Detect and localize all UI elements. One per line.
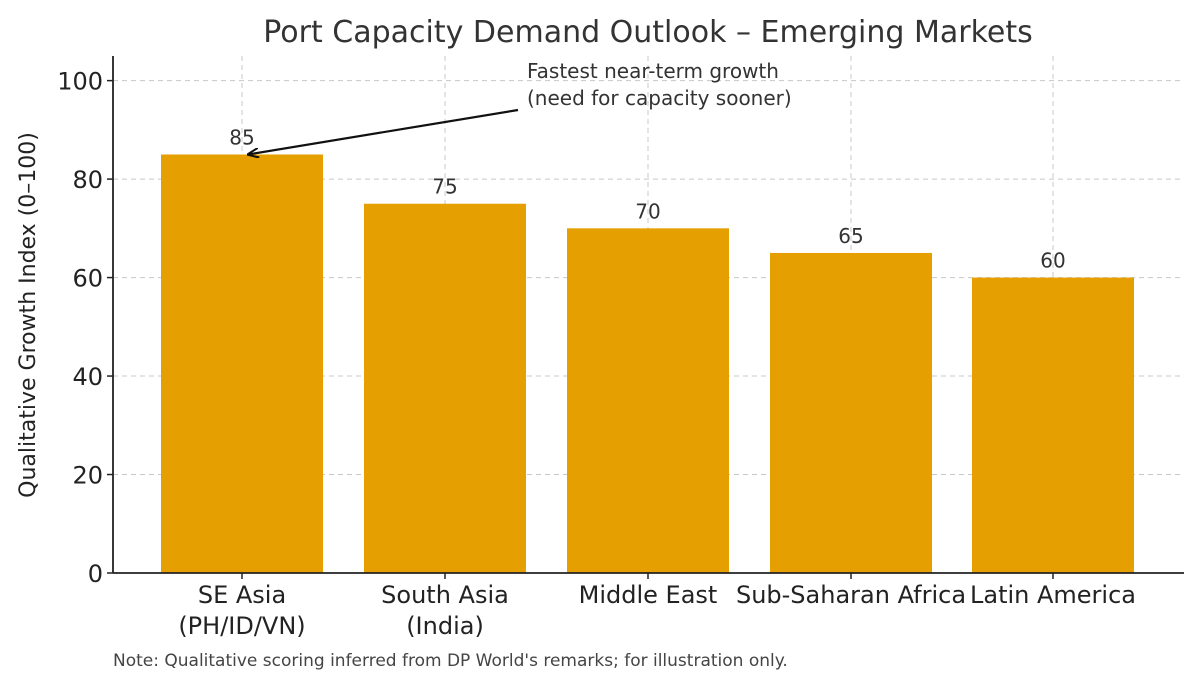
- labels-layer: 0 20 40 60 80 100 85 SE Asia (PH/ID/VN) 75 South A…: [57, 68, 1136, 640]
- x-tick-label: (India): [406, 612, 484, 640]
- bar: [364, 203, 526, 573]
- annotation-layer: Fastest near-term growth (need for capaci…: [248, 59, 792, 154]
- chart-note: Note: Qualitative scoring inferred from …: [113, 651, 788, 671]
- x-tick-label: (PH/ID/VN): [178, 612, 305, 640]
- y-axis-label: Qualitative Growth Index (0–100): [16, 132, 41, 498]
- x-tick-label: Latin America: [970, 581, 1136, 609]
- y-tick-label: 0: [88, 560, 103, 588]
- bar-value-label: 75: [432, 175, 457, 199]
- bar: [161, 154, 323, 573]
- bars-layer: [161, 154, 1134, 574]
- y-tick-label: 20: [72, 462, 103, 490]
- y-tick-label: 60: [72, 265, 103, 293]
- x-tick-label: Middle East: [579, 581, 718, 609]
- annotation-text: (need for capacity sooner): [527, 86, 792, 110]
- x-tick-label: SE Asia: [198, 581, 286, 609]
- bar-value-label: 70: [635, 199, 660, 223]
- bar-value-label: 65: [838, 224, 863, 248]
- annotation-text: Fastest near-term growth: [527, 59, 779, 83]
- bar: [972, 277, 1134, 573]
- x-tick-label: South Asia: [381, 581, 509, 609]
- chart-title: Port Capacity Demand Outlook – Emerging …: [263, 15, 1032, 50]
- y-tick-label: 80: [72, 166, 103, 194]
- bar: [770, 252, 932, 573]
- bar-value-label: 85: [229, 125, 254, 149]
- bar: [567, 228, 729, 574]
- x-tick-label: Sub-Saharan Africa: [736, 581, 966, 609]
- axes-layer: [107, 56, 1184, 579]
- annotation-arrow: [248, 108, 519, 154]
- bar-value-label: 60: [1040, 249, 1065, 273]
- y-tick-label: 100: [57, 68, 103, 96]
- y-tick-label: 40: [72, 363, 103, 391]
